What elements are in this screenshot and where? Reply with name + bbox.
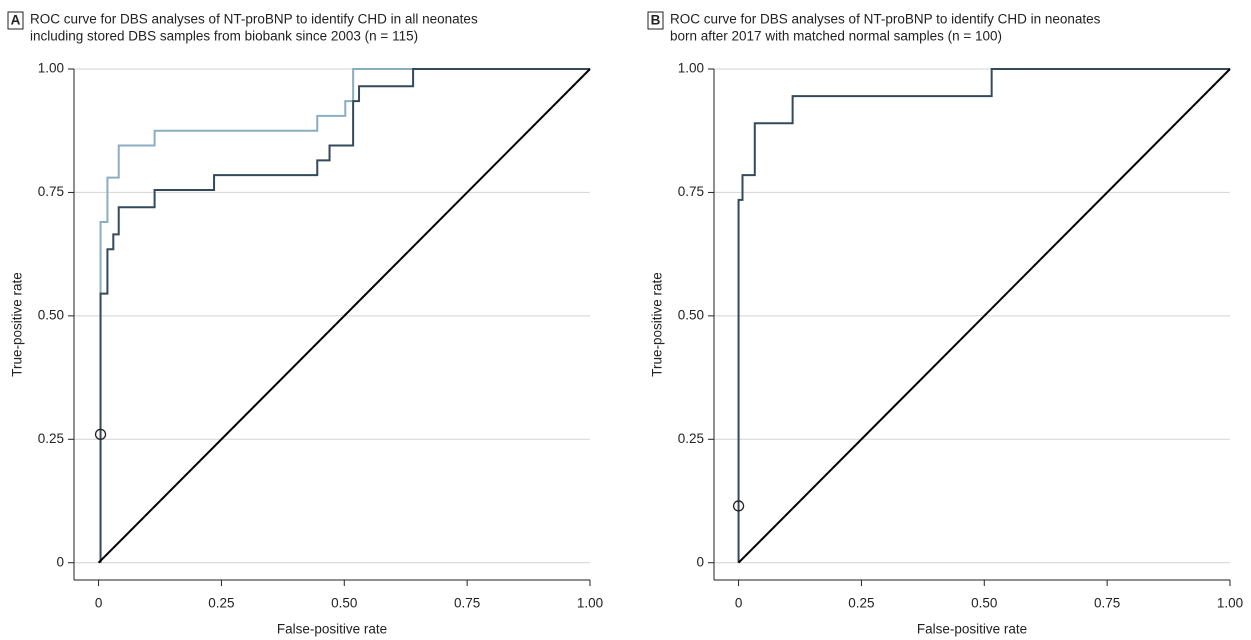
chart-title: born after 2017 with matched normal samp… — [670, 29, 1002, 44]
x-axis-label: False-positive rate — [277, 622, 387, 637]
x-tick-label: 0.75 — [454, 596, 480, 611]
cutoff-marker — [94, 428, 107, 441]
roc-line — [737, 68, 1230, 563]
y-tick-label: 0.50 — [678, 307, 704, 322]
roc-line — [737, 68, 1231, 564]
x-tick-label: 0 — [735, 596, 743, 611]
chart-title: ROC curve for DBS analyses of NT-proBNP … — [30, 12, 478, 27]
panel-label: B — [651, 13, 661, 28]
x-tick-label: 0.50 — [331, 596, 357, 611]
roc-line — [99, 68, 590, 563]
roc-line — [99, 68, 590, 563]
y-tick-label: 0 — [56, 554, 64, 569]
chart-title: ROC curve for DBS analyses of NT-proBNP … — [670, 12, 1101, 27]
roc-line — [97, 68, 591, 564]
y-tick-label: 0.75 — [678, 184, 704, 199]
y-tick-label: 0.75 — [38, 184, 64, 199]
x-tick-label: 1.00 — [1217, 596, 1243, 611]
panel-label: A — [11, 13, 21, 28]
x-tick-label: 0.75 — [1094, 596, 1120, 611]
cutoff-marker — [732, 500, 745, 512]
y-tick-label: 0.50 — [38, 307, 64, 322]
y-tick-label: 0.25 — [38, 431, 64, 446]
y-tick-label: 1.00 — [678, 61, 704, 76]
y-axis-label: True-positive rate — [10, 272, 25, 377]
x-axis-label: False-positive rate — [917, 622, 1027, 637]
x-tick-label: 1.00 — [577, 596, 603, 611]
chart-title: including stored DBS samples from bioban… — [30, 29, 418, 44]
y-tick-label: 0 — [696, 554, 704, 569]
panel-label-box — [7, 11, 24, 30]
x-tick-label: 0 — [95, 596, 103, 611]
y-tick-label: 1.00 — [38, 61, 64, 76]
panel-label-box — [647, 11, 664, 30]
y-axis-label: True-positive rate — [650, 272, 665, 377]
x-tick-label: 0.25 — [208, 596, 234, 611]
x-tick-label: 0.50 — [971, 596, 997, 611]
x-tick-label: 0.25 — [848, 596, 874, 611]
y-tick-label: 0.25 — [678, 431, 704, 446]
